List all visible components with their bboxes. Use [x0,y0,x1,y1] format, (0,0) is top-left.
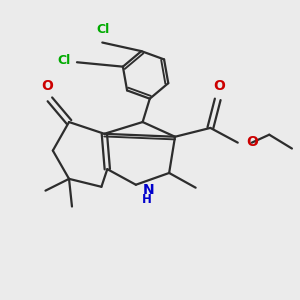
Text: H: H [142,193,152,206]
Text: O: O [42,79,53,93]
Text: Cl: Cl [57,54,70,67]
Text: O: O [213,79,225,93]
Text: O: O [246,135,258,149]
Text: N: N [142,183,154,197]
Text: Cl: Cl [96,23,109,36]
